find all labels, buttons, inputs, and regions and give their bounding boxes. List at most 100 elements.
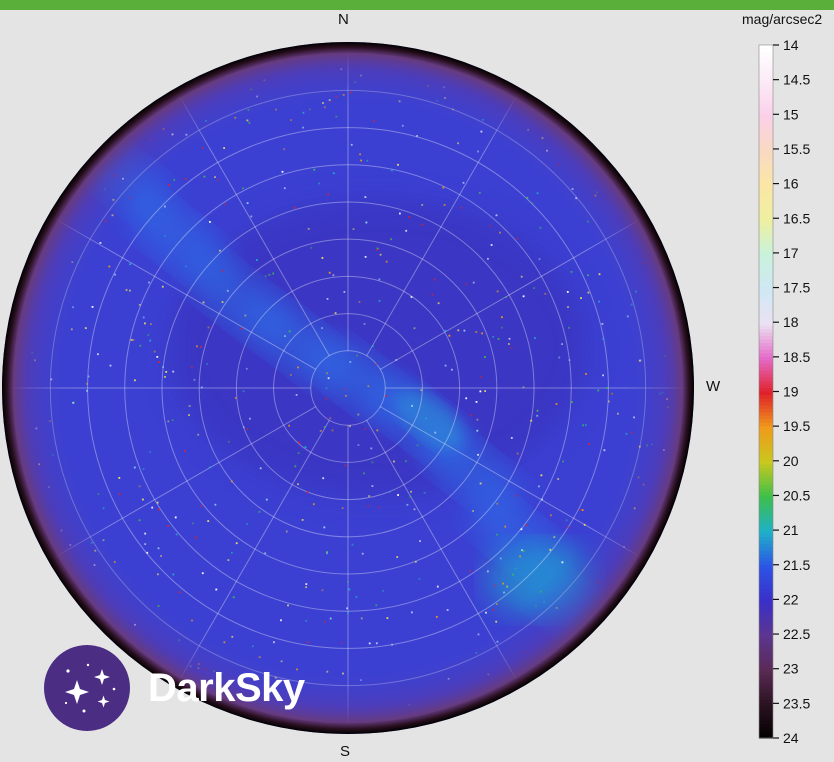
colorbar-segment (759, 200, 773, 205)
colorbar-segment (759, 440, 773, 445)
colorbar-segment (759, 183, 773, 188)
colorbar-tick-label: 19 (783, 384, 799, 400)
colorbar-segment (759, 166, 773, 171)
colorbar-segment (759, 717, 773, 722)
colorbar-tick-label: 18.5 (783, 349, 810, 365)
colorbar-segment (759, 686, 773, 691)
colorbar-segment (759, 190, 773, 195)
colorbar-title: mag/arcsec2 (742, 11, 823, 27)
colorbar-segment (759, 516, 773, 521)
colorbar-segment (759, 665, 773, 670)
colorbar-segment (759, 623, 773, 628)
colorbar-segment (759, 703, 773, 708)
colorbar-segment (759, 325, 773, 330)
colorbar-segment (759, 467, 773, 472)
colorbar-segment (759, 76, 773, 81)
colorbar-segment (759, 682, 773, 687)
colorbar-segment (759, 495, 773, 500)
colorbar-segment (759, 353, 773, 358)
colorbar-segment (759, 429, 773, 434)
colorbar-segment (759, 211, 773, 216)
colorbar-segment (759, 107, 773, 112)
colorbar-segment (759, 540, 773, 545)
compass-west: W (706, 378, 721, 395)
colorbar-segment (759, 595, 773, 600)
colorbar-segment (759, 384, 773, 389)
colorbar-tick-label: 15.5 (783, 141, 810, 157)
colorbar-segment (759, 197, 773, 202)
darksky-logo: DarkSky (44, 645, 305, 731)
colorbar-segment (759, 592, 773, 597)
colorbar-segment (759, 672, 773, 677)
colorbar-segment (759, 696, 773, 701)
colorbar-segment (759, 367, 773, 372)
colorbar-segment (759, 523, 773, 528)
colorbar-segment (759, 187, 773, 192)
colorbar-segment (759, 135, 773, 140)
colorbar-segment (759, 308, 773, 313)
colorbar-segment (759, 176, 773, 181)
colorbar-segment (759, 706, 773, 711)
colorbar-segment (759, 304, 773, 309)
colorbar-segment (759, 377, 773, 382)
colorbar-segment (759, 398, 773, 403)
colorbar-tick-label: 21 (783, 522, 799, 538)
colorbar-segment (759, 422, 773, 427)
colorbar-segment (759, 602, 773, 607)
colorbar-segment (759, 564, 773, 569)
colorbar-segment (759, 273, 773, 278)
colorbar-segment (759, 83, 773, 88)
colorbar-segment (759, 658, 773, 663)
colorbar-segment (759, 651, 773, 656)
colorbar-segment (759, 568, 773, 573)
colorbar-segment (759, 173, 773, 178)
colorbar-segment (759, 533, 773, 538)
colorbar-tick-label: 21.5 (783, 557, 810, 573)
colorbar-segment (759, 464, 773, 469)
colorbar-segment (759, 554, 773, 559)
colorbar-segment (759, 225, 773, 230)
colorbar-segment (759, 315, 773, 320)
colorbar-segment (759, 443, 773, 448)
colorbar-segment (759, 471, 773, 476)
colorbar-segment (759, 661, 773, 666)
colorbar-segment (759, 339, 773, 344)
colorbar-segment (759, 110, 773, 115)
colorbar-segment (759, 557, 773, 562)
colorbar-segment (759, 374, 773, 379)
colorbar-segment (759, 318, 773, 323)
colorbar-segment (759, 526, 773, 531)
colorbar-segment (759, 301, 773, 306)
colorbar-segment (759, 585, 773, 590)
colorbar-segment (759, 145, 773, 150)
colorbar-segment (759, 235, 773, 240)
colorbar-segment (759, 228, 773, 233)
colorbar-segment (759, 391, 773, 396)
colorbar-segment (759, 481, 773, 486)
stars-icon (64, 663, 116, 713)
colorbar-tick-label: 20.5 (783, 487, 810, 503)
colorbar-segment (759, 731, 773, 736)
colorbar-segment (759, 582, 773, 587)
colorbar-segment (759, 62, 773, 67)
colorbar-segment (759, 419, 773, 424)
colorbar-tick-label: 23 (783, 661, 799, 677)
colorbar-segment (759, 148, 773, 154)
colorbar-segment (759, 294, 773, 299)
colorbar-segment (759, 537, 773, 542)
colorbar-segment (759, 277, 773, 282)
colorbar-segment (759, 322, 773, 327)
colorbar-segment (759, 138, 773, 143)
colorbar-segment (759, 131, 773, 136)
colorbar-segment (759, 65, 773, 70)
colorbar-segment (759, 575, 773, 580)
colorbar-segment (759, 692, 773, 698)
colorbar-segment (759, 291, 773, 296)
colorbar-segment (759, 491, 773, 497)
colorbar-tick-label: 14 (783, 37, 799, 53)
colorbar-segment (759, 79, 773, 84)
colorbar-segment (759, 589, 773, 594)
colorbar-segment (759, 346, 773, 351)
colorbar-segment (759, 502, 773, 507)
colorbar-segment (759, 457, 773, 462)
